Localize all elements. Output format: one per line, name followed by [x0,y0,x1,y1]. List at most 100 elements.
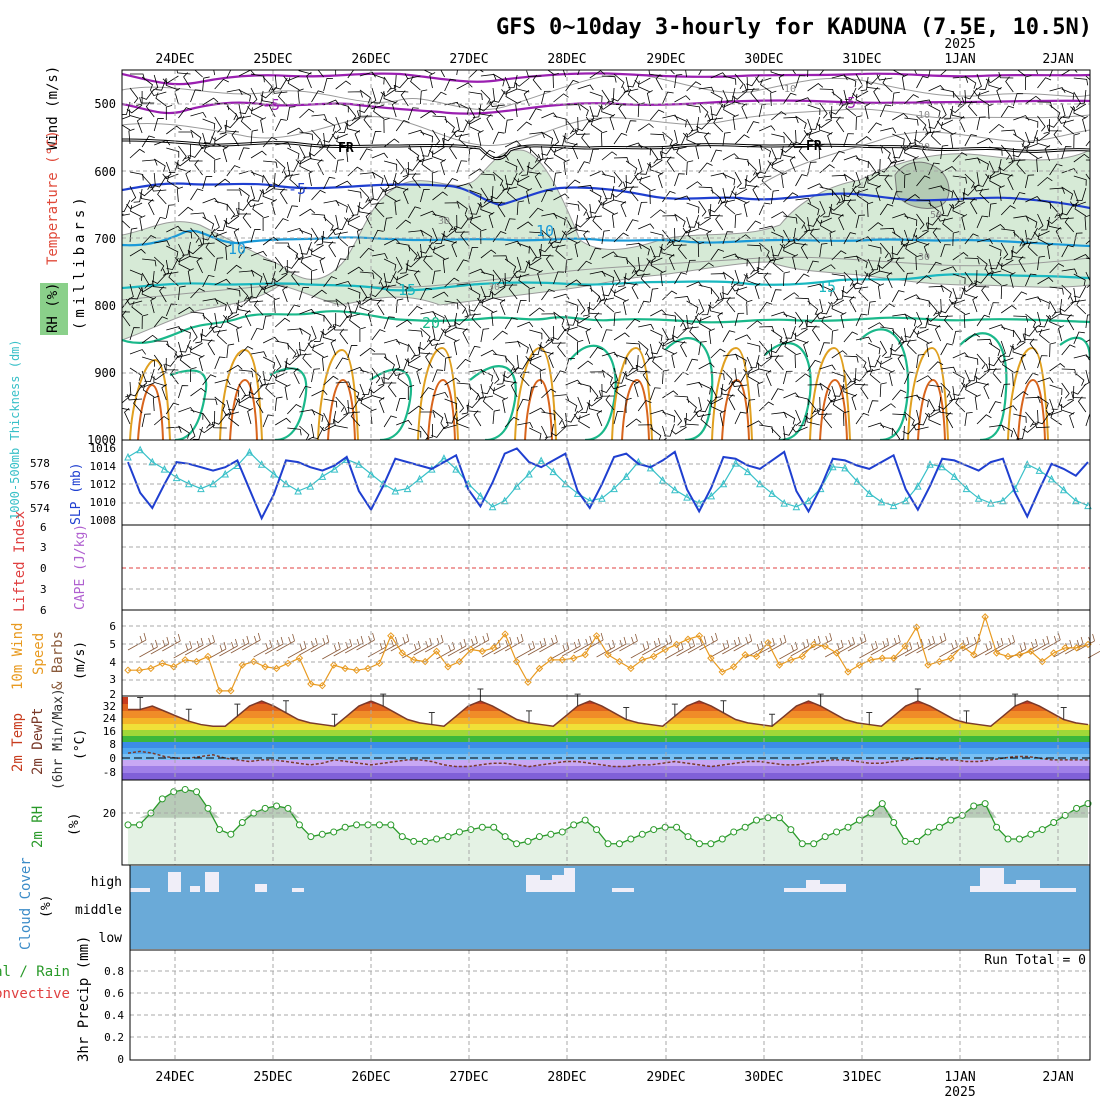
upper-wind-barb [238,89,252,102]
upper-wind-barb [136,116,143,134]
upper-wind-barb [686,133,699,146]
thickness-point [245,448,254,456]
upper-wind-barb [259,370,266,387]
upper-wind-barb [178,206,194,217]
upper-wind-barb [900,327,907,344]
upper-wind-barb [255,397,264,414]
upper-wind-barb [893,145,905,159]
upper-wind-barb [807,300,819,315]
upper-wind-barb [1025,117,1039,128]
upper-wind-barb [299,131,314,141]
rh-point [684,833,692,841]
upper-wind-barb [864,172,881,181]
upper-wind-barb [170,368,179,385]
wind10m-barb [699,632,718,651]
upper-wind-barb [238,369,254,378]
upper-wind-barb [1073,285,1087,298]
upper-wind-barb [122,297,131,309]
upper-wind-barb [311,227,319,244]
upper-wind-barb [905,242,917,257]
upper-wind-barb [565,379,582,386]
upper-wind-barb [783,411,796,425]
upper-wind-barb [1074,203,1087,217]
upper-wind-barb [141,413,151,428]
upper-wind-barb [262,236,279,246]
upper-wind-barb [514,77,530,87]
wind10m-barb [493,636,513,655]
upper-wind-barb [482,395,494,411]
thickness-point [160,465,169,473]
rh-point [638,830,646,838]
upper-wind-barb [145,101,155,118]
upper-wind-barb [868,272,881,286]
upper-wind-barb [906,227,917,241]
rh-point [695,840,703,848]
upper-wind-barb [992,367,1002,384]
wind-speed-point [878,654,886,662]
temperature-tick: 16 [103,725,116,738]
wind10m-barb [127,632,147,651]
upper-wind-barb [790,129,797,146]
upper-wind-barb [299,108,315,119]
upper-wind-barb [326,144,336,160]
upper-wind-barb [710,287,720,304]
upper-wind-barb [662,190,676,203]
upper-wind-barb [543,157,554,173]
upper-wind-barb [1019,327,1026,343]
top-date-label: 2JAN [1042,52,1073,67]
upper-wind-barb [396,276,409,289]
upper-wind-barb [162,259,170,276]
upper-wind-barb [139,97,155,104]
upper-wind-barb [1021,143,1038,149]
upper-wind-barb [699,399,712,413]
upper-wind-barb [890,348,905,357]
upper-wind-barb [456,417,469,429]
upper-wind-barb [819,382,831,397]
upper-wind-barb [323,200,340,207]
upper-wind-barb [541,289,555,301]
upper-wind-barb [287,227,304,234]
upper-wind-barb [674,311,685,327]
upper-wind-barb [225,244,232,261]
wind10m-barb [150,636,170,655]
upper-wind-barb [456,298,467,314]
upper-wind-barb [444,329,457,342]
upper-wind-barb [731,380,748,388]
upper-wind-barb [625,160,638,175]
upper-wind-barb [188,250,203,260]
upper-wind-barb [226,287,241,297]
rh-point [375,821,383,829]
upper-wind-barb [916,115,927,131]
upper-wind-barb [722,153,739,161]
upper-wind-barb [1070,103,1087,112]
upper-wind-barb [904,194,920,203]
slp-axis-label: SLP (mb) [69,462,84,525]
upper-wind-barb [948,385,956,402]
upper-wind-barb [817,298,824,315]
upper-wind-barb [1000,305,1017,314]
upper-wind-barb [795,273,810,285]
wind-speed-point [947,654,955,662]
wind10m-barb [790,638,810,657]
upper-wind-barb [275,242,291,249]
precip-axis: 0.8 0.6 0.4 0.2 0 [104,965,124,1066]
cloud-cover-label: Cloud Cover [18,857,34,950]
upper-wind-barb [1073,189,1079,207]
rh-point [741,823,749,831]
upper-wind-barb [505,90,518,104]
upper-wind-barb [347,70,355,79]
upper-wind-barb [783,131,793,148]
upper-wind-barb [569,214,579,229]
minmax-marker [720,700,727,713]
upper-wind-barb [178,425,190,439]
upper-wind-barb [541,189,553,203]
upper-wind-barb [432,191,448,201]
upper-wind-barb [771,231,784,244]
upper-wind-barb [468,345,481,359]
upper-wind-barb [637,400,652,412]
upper-wind-barb [666,156,675,173]
wind-speed-point [798,652,806,661]
upper-wind-barb [867,342,881,355]
upper-wind-barb [1002,358,1014,373]
upper-wind-barb [359,285,368,302]
